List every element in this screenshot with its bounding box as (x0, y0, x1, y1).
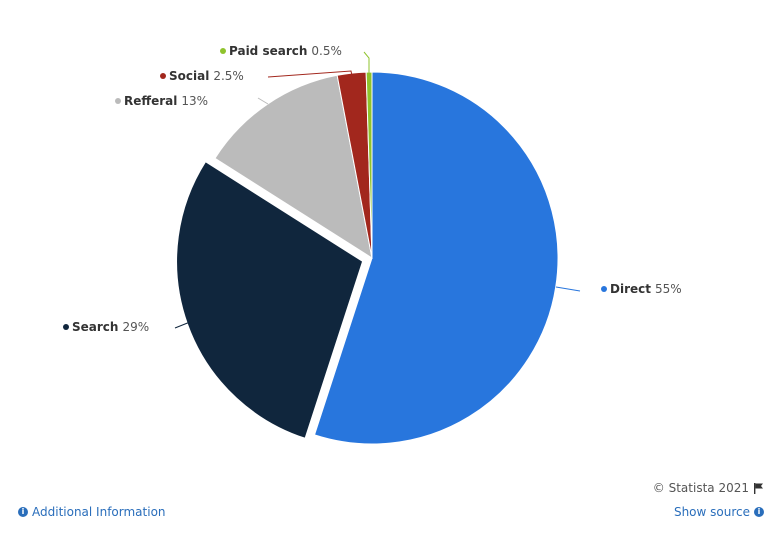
data-label: Search 29% (72, 320, 149, 334)
info-icon: i (18, 507, 28, 517)
legend-dot (115, 98, 121, 104)
show-source-link[interactable]: Show source i (674, 505, 764, 519)
info-icon: i (754, 507, 764, 517)
credits: © Statista 2021 (653, 481, 764, 495)
pie-slices (176, 71, 559, 445)
legend-dot (601, 286, 607, 292)
legend-dot (160, 73, 166, 79)
data-label: Direct 55% (610, 282, 682, 296)
pie-chart: Direct 55% Search 29% Refferal 13% Social 2.5% P… (63, 44, 682, 445)
leader-lines (174, 51, 581, 329)
leader-line (555, 286, 581, 292)
leader-line (174, 321, 191, 329)
slice-labels: Direct 55% Search 29% Refferal 13% Social 2.5% P… (63, 44, 682, 334)
credits-text: © Statista 2021 (652, 481, 749, 495)
additional-information-label: Additional Information (32, 505, 166, 519)
additional-information-link[interactable]: i Additional Information (18, 505, 166, 519)
data-label: Refferal 13% (124, 94, 208, 108)
legend-dot (220, 48, 226, 54)
pie-slice-direct[interactable] (313, 71, 559, 445)
show-source-label: Show source (673, 505, 750, 519)
legend-dot (63, 324, 69, 330)
flag-icon[interactable] (754, 482, 764, 494)
leader-line (267, 70, 354, 81)
data-label: Paid search 0.5% (229, 44, 342, 58)
leader-line (363, 51, 370, 73)
data-label: Social 2.5% (169, 69, 244, 83)
leader-line (257, 97, 269, 105)
pie-slice-search[interactable] (176, 161, 364, 439)
